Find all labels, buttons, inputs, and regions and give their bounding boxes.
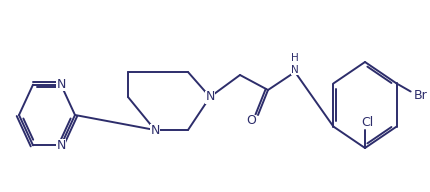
Text: Br: Br bbox=[414, 89, 427, 102]
Text: O: O bbox=[246, 114, 256, 127]
Text: N: N bbox=[56, 139, 66, 152]
Text: N: N bbox=[205, 90, 215, 103]
Text: H
N: H N bbox=[291, 53, 299, 75]
Text: N: N bbox=[56, 78, 66, 91]
Text: N: N bbox=[150, 123, 160, 137]
Text: Cl: Cl bbox=[361, 116, 373, 128]
